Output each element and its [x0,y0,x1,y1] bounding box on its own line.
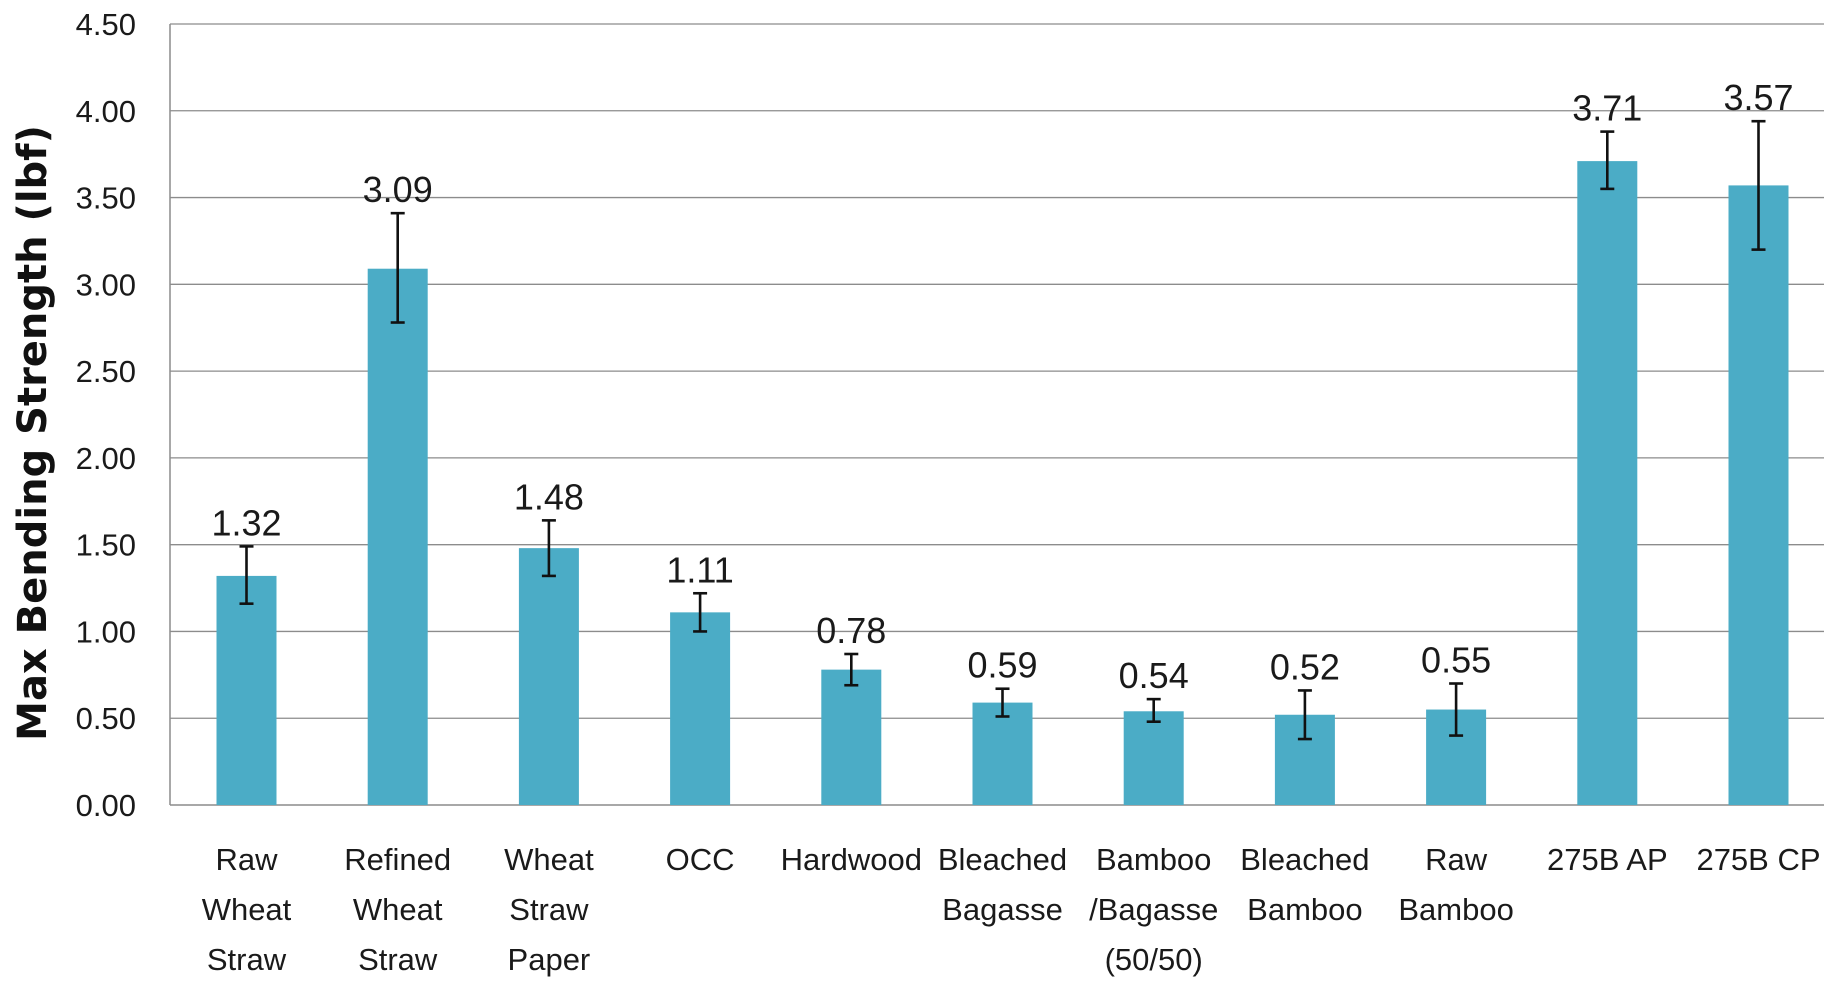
y-tick-label: 0.50 [76,701,136,736]
y-tick-label: 0.00 [76,788,136,823]
y-tick-label: 4.00 [76,94,136,129]
category-label: Raw Wheat Straw [202,842,292,977]
y-tick-label: 1.50 [76,528,136,563]
data-label: 1.11 [666,549,733,590]
category-label-line: Wheat [353,892,443,927]
y-tick-label: 4.50 [76,7,136,42]
data-label: 3.09 [363,169,433,210]
category-label-line: Bagasse [942,892,1063,927]
data-label: 0.59 [967,645,1037,686]
category-label-line: Bleached [1240,842,1369,877]
category-label: Bamboo/Bagasse (50/50) [1089,842,1218,977]
category-label-line: Bleached [938,842,1067,877]
bar [367,268,428,805]
data-label: 1.48 [514,476,584,517]
category-label-line: Wheat [504,842,594,877]
y-tick-label: 3.50 [76,181,136,216]
data-label: 1.32 [211,502,281,543]
category-label: Bleached Bagasse [938,842,1067,927]
category-label-line: Paper [508,942,591,977]
data-label: 3.71 [1572,88,1642,129]
gridlines [170,23,1824,719]
category-label-line: /Bagasse [1089,892,1218,927]
data-label: 0.78 [816,610,886,651]
category-label-line: 275B AP [1547,842,1668,877]
y-axis-ticks: 0.00 0.50 1.00 1.50 2.00 2.50 3.00 3.50 4.00 4.50 [76,7,136,823]
category-label-line: (50/50) [1105,942,1203,977]
category-label-line: Raw [215,842,278,877]
category-label: Hardwood [781,842,922,877]
category-label-line: OCC [666,842,735,877]
category-label: 275B AP [1547,842,1668,877]
category-label-line: Refined [344,842,451,877]
bars [216,161,1789,805]
bar [1577,161,1638,805]
bar [1728,185,1789,805]
bar [670,612,731,805]
data-label: 3.57 [1723,77,1793,118]
y-tick-label: 3.00 [76,267,136,302]
category-label: 275B CP [1696,842,1820,877]
data-label: 0.54 [1119,655,1189,696]
category-label: Refined Wheat Straw [344,842,451,977]
data-label: 0.52 [1270,646,1340,687]
category-label: Wheat Straw Paper [504,842,594,977]
error-bars [239,119,1766,741]
y-tick-label: 1.00 [76,614,136,649]
category-label-line: 275B CP [1696,842,1820,877]
bar [216,575,277,805]
category-label-line: Straw [358,942,438,977]
category-label: Raw Bamboo [1398,842,1513,927]
bar [972,702,1033,805]
y-tick-label: 2.50 [76,354,136,389]
category-label-line: Wheat [202,892,292,927]
category-label-line: Bamboo [1247,892,1362,927]
category-label: Bleached Bamboo [1240,842,1369,927]
bar [518,548,579,805]
category-label: OCC [666,842,735,877]
category-label-line: Straw [207,942,287,977]
category-label-line: Straw [509,892,589,927]
category-label-line: Hardwood [781,842,922,877]
bar [1123,711,1184,805]
data-label: 0.55 [1421,640,1491,681]
y-tick-label: 2.00 [76,441,136,476]
y-axis-title: Max Bending Strength (lbf) [10,125,56,741]
bar [821,669,882,805]
category-labels: Raw Wheat Straw Refined Wheat Straw Wheat Straw… [202,842,1821,977]
category-label-line: Bamboo [1096,842,1211,877]
category-label-line: Raw [1425,842,1488,877]
data-labels: 1.32 3.09 1.48 1.11 0.78 0.59 0.54 0.52 0.55 3.71… [211,77,1793,696]
category-label-line: Bamboo [1398,892,1513,927]
